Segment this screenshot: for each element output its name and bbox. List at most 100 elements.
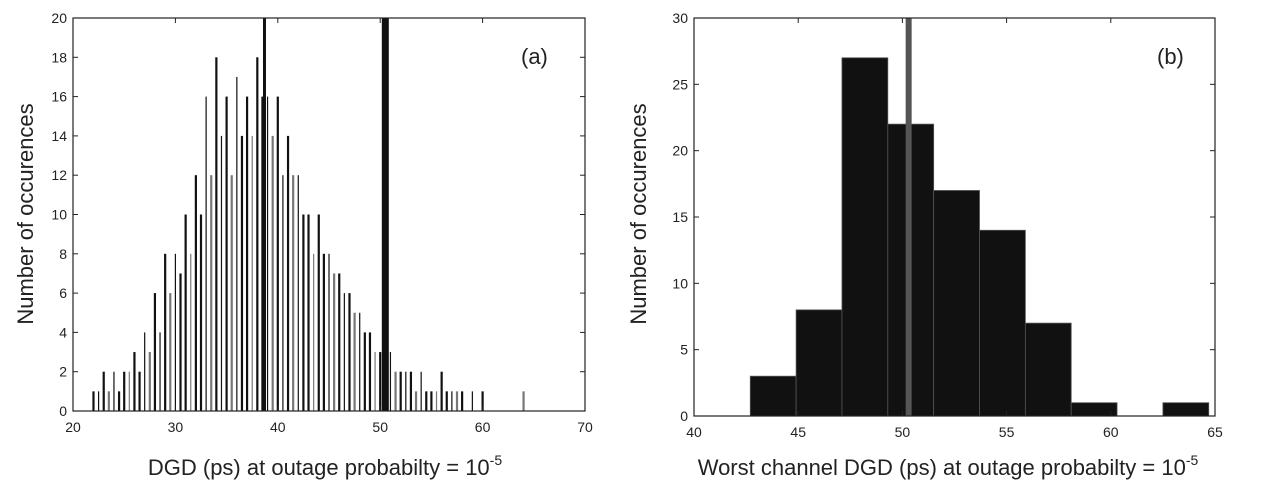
chart-a-bar: [164, 254, 166, 411]
chart-a-ytick-label: 16: [51, 89, 67, 105]
chart-b-xtick-label: 55: [999, 424, 1015, 440]
chart-a-bar: [338, 273, 340, 411]
chart-a-xtick-label: 70: [577, 419, 593, 435]
chart-a-bar: [221, 136, 222, 411]
chart-a-ytick-label: 4: [59, 324, 67, 340]
chart-a-bar: [113, 372, 114, 411]
chart-a-bar: [282, 175, 283, 411]
chart-a-bar: [421, 372, 422, 411]
chart-a-bar: [108, 391, 110, 411]
chart-a-bar: [252, 136, 253, 411]
chart-b-ylabel: Number of occurences: [626, 103, 651, 324]
chart-b: 40 45 50 55 60 65 0 5 10 15 20 25 30 (b) Number of o…: [626, 10, 1223, 480]
chart-a-bars: [92, 57, 524, 411]
chart-b-bar: [1025, 323, 1071, 416]
chart-a-bar: [144, 332, 145, 411]
chart-a-bar: [169, 293, 171, 411]
chart-a-bar: [200, 215, 202, 412]
chart-a-xlabel: DGD (ps) at outage probabilty = 10-5: [148, 452, 502, 480]
chart-a-bar: [405, 372, 406, 411]
chart-b-xtick-label: 45: [790, 424, 806, 440]
chart-b-bar: [796, 310, 842, 416]
chart-a-bar: [302, 215, 304, 412]
chart-a-bar: [256, 57, 258, 411]
chart-a-xtick-label: 50: [372, 419, 388, 435]
chart-b-ytick-label: 30: [672, 10, 688, 26]
chart-a-bar: [215, 57, 217, 411]
chart-a-panel-label: (a): [521, 44, 548, 69]
chart-a-bar: [456, 391, 458, 411]
chart-a-bar: [323, 254, 325, 411]
chart-b-ytick-label: 0: [680, 408, 688, 424]
chart-a-bar: [179, 273, 181, 411]
chart-a-bar: [441, 372, 443, 411]
chart-b-bar: [1163, 403, 1209, 416]
chart-a-bar: [415, 391, 417, 411]
chart-a-bar: [123, 372, 125, 411]
chart-a-ytick-label: 2: [59, 364, 67, 380]
chart-a-bar: [185, 215, 187, 412]
chart-a-bar: [159, 332, 160, 411]
chart-a-xtick-label: 60: [475, 419, 491, 435]
chart-a-bar: [313, 254, 314, 411]
chart-a-bar: [226, 97, 228, 411]
chart-b-bars: [750, 58, 1208, 416]
chart-a: 20 30 40 50 60 70 0 2 4 6 8 10 12 14 16 18 20 (a) Number…: [13, 10, 593, 480]
chart-a-xlabel-sup: -5: [490, 452, 503, 468]
chart-a-ytick-label: 10: [51, 207, 67, 223]
chart-a-ytick-label: 6: [59, 285, 67, 301]
chart-a-bar: [190, 254, 191, 411]
chart-a-bar: [354, 313, 356, 411]
chart-a-bar: [359, 313, 360, 411]
chart-a-bar: [277, 97, 279, 411]
chart-b-bar: [750, 376, 796, 416]
chart-b-bar: [1071, 403, 1117, 416]
chart-b-ytick-label: 10: [672, 275, 688, 291]
chart-b-bar: [842, 58, 888, 416]
chart-a-ytick-label: 0: [59, 403, 67, 419]
chart-a-bar: [472, 391, 473, 411]
chart-a-bar: [206, 97, 207, 411]
chart-b-ytick-label: 20: [672, 143, 688, 159]
chart-b-panel-label: (b): [1157, 44, 1184, 69]
chart-b-xlabel-sup: -5: [1186, 452, 1199, 468]
chart-a-bar: [410, 372, 412, 411]
chart-a-bar: [436, 391, 437, 411]
chart-a-bar: [195, 175, 197, 411]
chart-a-bar: [328, 254, 329, 411]
chart-a-bar: [149, 352, 151, 411]
chart-a-bar: [272, 136, 274, 411]
chart-b-xtick-label: 50: [895, 424, 911, 440]
chart-b-xtick-label: 60: [1103, 424, 1119, 440]
chart-a-bar: [231, 175, 233, 411]
chart-a-bar: [461, 391, 463, 411]
chart-a-bar: [394, 372, 396, 411]
chart-a-bar: [175, 254, 176, 411]
chart-b-bar: [934, 190, 980, 416]
chart-a-bar: [210, 175, 212, 411]
chart-a-bar: [451, 391, 452, 411]
chart-a-bar: [333, 273, 335, 411]
chart-a-bar: [374, 352, 375, 411]
chart-b-xlabel-main: Worst channel DGD (ps) at outage probabi…: [698, 455, 1186, 480]
chart-a-bar: [298, 175, 299, 411]
chart-a-bar: [390, 352, 391, 411]
chart-a-bar: [369, 332, 371, 411]
chart-b-ytick-label: 5: [680, 342, 688, 358]
chart-a-bar: [292, 175, 294, 411]
chart-a-ytick-label: 12: [51, 167, 67, 183]
chart-a-bar: [118, 391, 120, 411]
chart-b-xlabel: Worst channel DGD (ps) at outage probabi…: [698, 452, 1199, 480]
chart-a-ticks: 20 30 40 50 60 70 0 2 4 6 8 10 12 14 16 18 20: [51, 10, 593, 435]
chart-a-bar: [129, 372, 130, 411]
chart-a-bar: [236, 77, 237, 411]
chart-a-ytick-label: 14: [51, 128, 67, 144]
chart-a-bar: [344, 293, 345, 411]
chart-a-bar: [379, 352, 381, 411]
chart-a-ytick-label: 20: [51, 10, 67, 26]
chart-a-bar: [307, 215, 309, 412]
chart-b-bar: [980, 230, 1026, 416]
chart-a-ytick-label: 18: [51, 49, 67, 65]
chart-a-bar: [318, 215, 320, 412]
chart-a-bar: [246, 97, 248, 411]
